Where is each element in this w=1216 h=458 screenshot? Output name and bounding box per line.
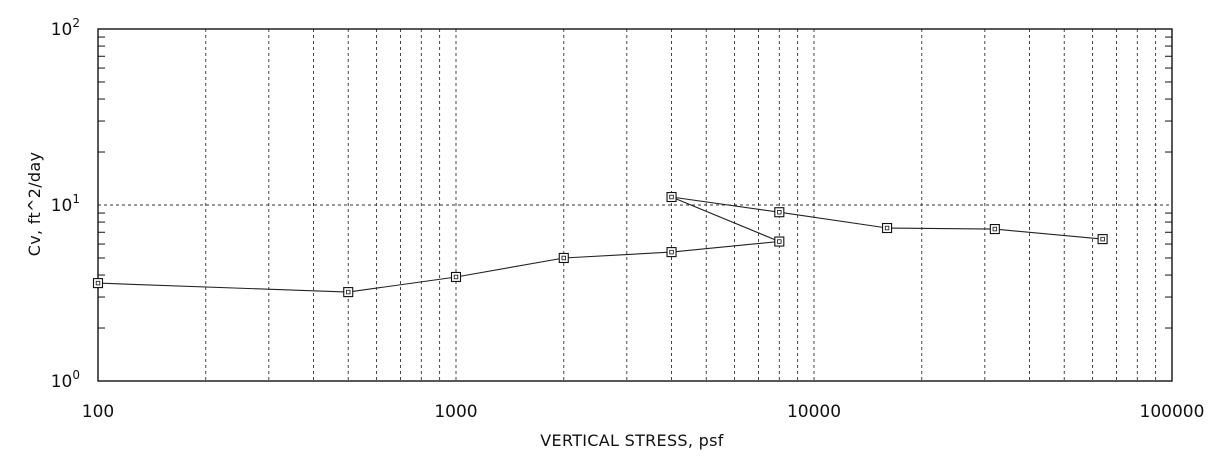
data-point-marker — [883, 224, 892, 233]
data-point-marker — [94, 279, 103, 288]
y-axis-label: Cv, ft^2/day — [25, 152, 44, 256]
y-tick-label: 102 — [51, 16, 80, 40]
data-point-marker — [344, 288, 353, 297]
data-point-marker — [775, 237, 784, 246]
y-tick-label: 101 — [51, 192, 80, 216]
data-point-marker — [559, 253, 568, 262]
tick-labels: 100 1000 10000 100000 100 101 102 — [51, 16, 1205, 422]
data-point-marker — [667, 193, 676, 202]
series-line — [98, 197, 1103, 292]
x-tick-label: 1000 — [434, 402, 477, 422]
series-layer — [94, 193, 1108, 297]
data-point-marker — [990, 225, 999, 234]
data-point-marker — [775, 208, 784, 217]
x-tick-label: 100000 — [1140, 402, 1205, 422]
x-tick-label: 10000 — [787, 402, 841, 422]
data-point-marker — [667, 248, 676, 257]
grid — [98, 29, 1172, 381]
x-tick-label: 100 — [82, 402, 114, 422]
data-point-marker — [452, 272, 461, 281]
y-tick-label: 100 — [51, 368, 80, 392]
x-axis-label: VERTICAL STRESS, psf — [540, 431, 723, 450]
data-point-marker — [1098, 235, 1107, 244]
